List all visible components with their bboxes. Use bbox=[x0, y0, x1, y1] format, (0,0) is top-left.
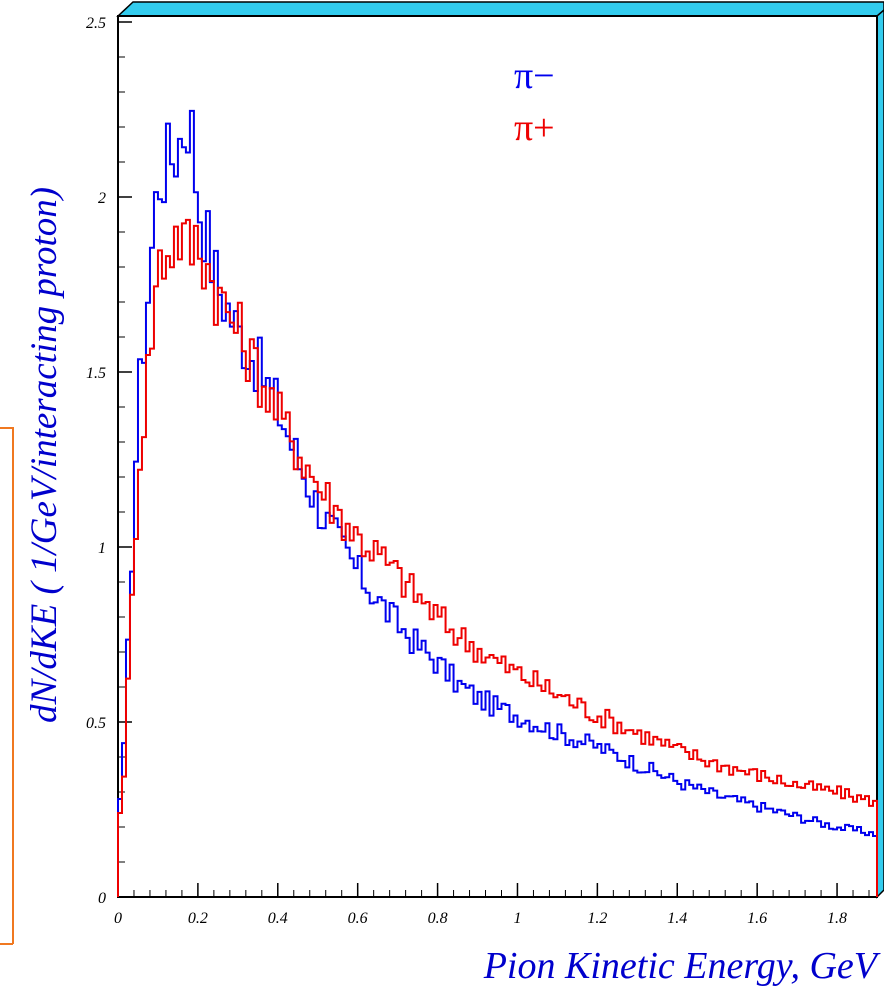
x-tick-label: 0 bbox=[114, 910, 122, 927]
legend-label-pi-minus: π− bbox=[514, 55, 555, 97]
x-tick-label: 1 bbox=[513, 910, 521, 927]
x-axis-title: Pion Kinetic Energy, GeV bbox=[483, 945, 881, 987]
y-tick-label: 0.5 bbox=[86, 715, 106, 732]
series-line-pi-plus bbox=[117, 218, 878, 897]
frame-right-band bbox=[876, 9, 884, 899]
x-tick-label: 1.8 bbox=[827, 910, 847, 927]
x-tick-label: 0.6 bbox=[348, 910, 368, 927]
x-tick-label: 0.2 bbox=[188, 910, 208, 927]
y-tick-label: 2.5 bbox=[86, 15, 106, 32]
y-tick-label: 2 bbox=[98, 190, 106, 207]
x-tick-label: 1.4 bbox=[667, 910, 687, 927]
series-line-pi-minus bbox=[117, 109, 878, 897]
x-tick-label: 0.4 bbox=[268, 910, 288, 927]
y-tick-label: 1 bbox=[98, 540, 106, 557]
x-tick-label: 0.8 bbox=[428, 910, 448, 927]
x-tick-label: 1.2 bbox=[587, 910, 607, 927]
y-tick-label: 0 bbox=[98, 890, 106, 907]
frame-top-band bbox=[116, 1, 884, 17]
y-axis-title: dN/dKE ( 1/GeV/interacting proton) bbox=[24, 187, 65, 723]
legend-label-pi-plus: π+ bbox=[514, 107, 555, 149]
x-tick-label: 1.6 bbox=[747, 910, 767, 927]
plot-frame bbox=[117, 15, 878, 898]
y-tick-label: 1.5 bbox=[86, 365, 106, 382]
